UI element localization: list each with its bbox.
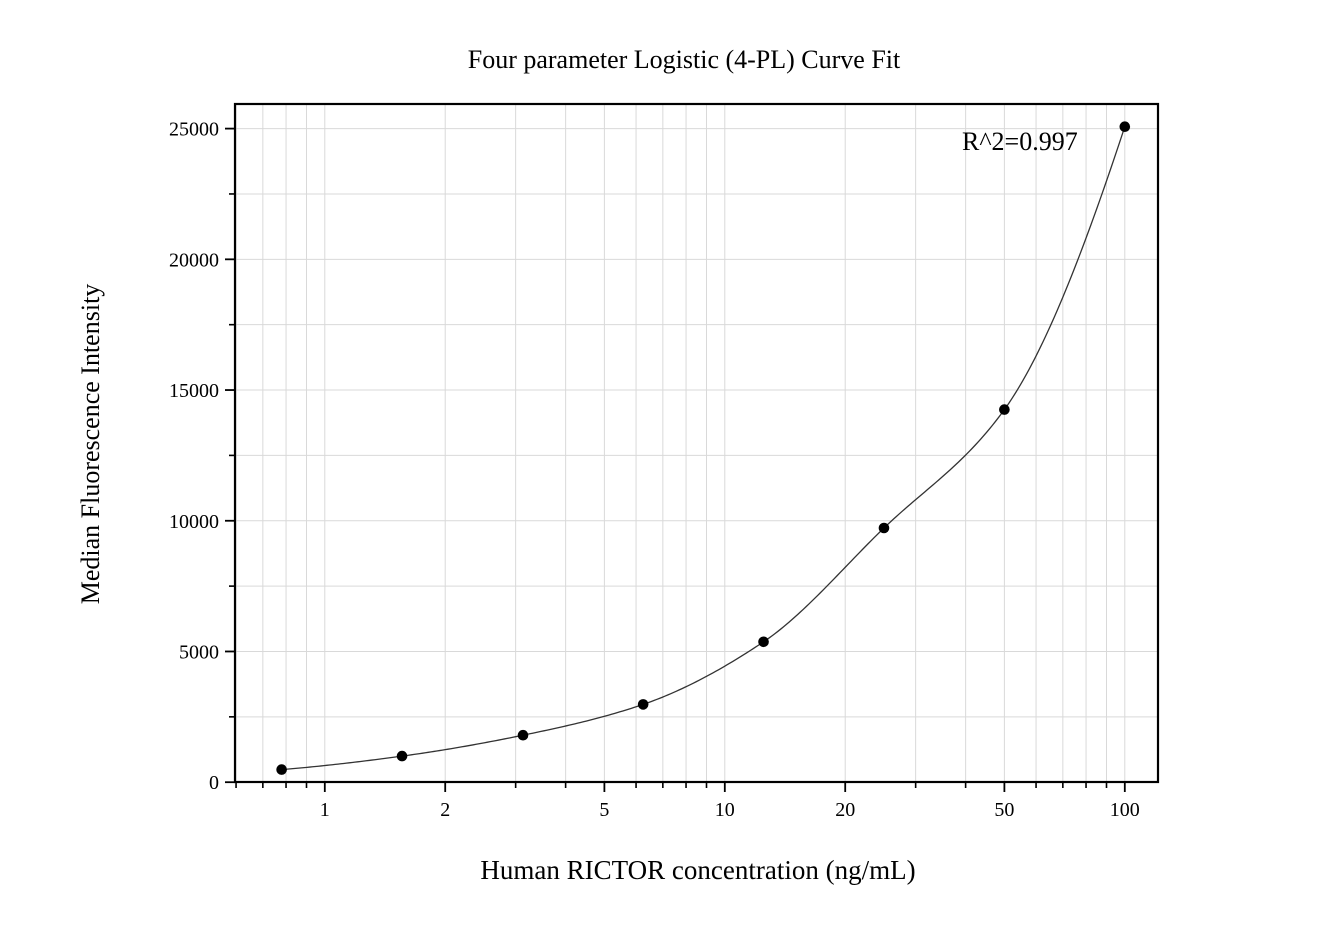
svg-text:Median Fluorescence Intensity: Median Fluorescence Intensity: [76, 284, 105, 605]
svg-text:Four parameter Logistic (4-PL): Four parameter Logistic (4-PL) Curve Fit: [468, 45, 901, 74]
svg-text:1: 1: [320, 799, 330, 821]
svg-text:5: 5: [599, 799, 609, 821]
svg-text:25000: 25000: [169, 119, 219, 141]
svg-text:Human RICTOR concentration (ng: Human RICTOR concentration (ng/mL): [480, 855, 915, 885]
svg-text:0: 0: [209, 772, 219, 794]
svg-text:2: 2: [440, 799, 450, 821]
svg-text:5000: 5000: [179, 641, 219, 663]
svg-text:100: 100: [1110, 799, 1140, 821]
svg-text:15000: 15000: [169, 380, 219, 402]
svg-text:50: 50: [994, 799, 1014, 821]
svg-text:R^2=0.997: R^2=0.997: [962, 127, 1078, 156]
svg-text:20000: 20000: [169, 249, 219, 271]
svg-text:20: 20: [835, 799, 855, 821]
svg-text:10000: 10000: [169, 511, 219, 533]
svg-text:10: 10: [715, 799, 735, 821]
